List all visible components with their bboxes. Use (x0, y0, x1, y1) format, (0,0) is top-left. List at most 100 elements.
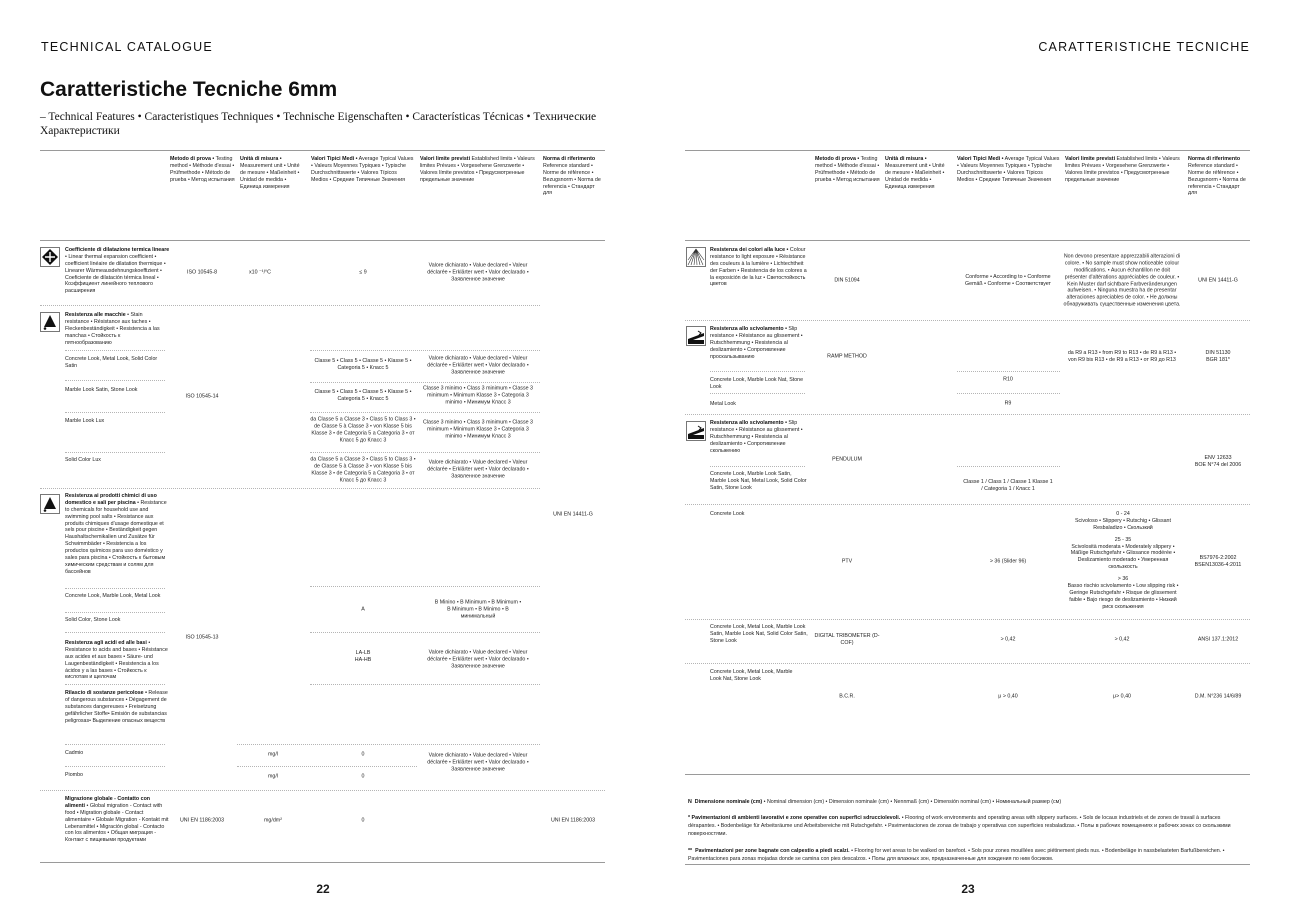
bcr-limit: μ> 0,40 (1113, 693, 1131, 700)
divider (685, 504, 1250, 505)
header-method: Metodo di prova • Testing method • Métho… (815, 156, 880, 183)
stain-method: ISO 10545-14 (185, 393, 219, 400)
thermal-typical: ≤ 9 (359, 269, 367, 276)
note-s1: * Pavimentazioni di ambienti lavorativi … (688, 815, 1231, 838)
chem-label: Resistenza ai prodotti chimici di uso do… (65, 493, 167, 575)
pendulum-row-label: Concrete Look, Marble Look Satin, Marble… (710, 471, 807, 491)
header-norm: Norma di riferimento Reference standard … (543, 156, 601, 197)
divider (65, 684, 165, 685)
divider (237, 744, 540, 745)
ramp-limit: da R9 a R13 • from R9 to R13 • de R9 à R… (1067, 350, 1177, 363)
divider (685, 774, 1250, 775)
migration-unit: mg/dm² (264, 817, 282, 824)
thermal-limit: Valore dichiarato • Value declared • Val… (427, 262, 529, 283)
stain-row-typical: Classe 5 • Class 5 • Classe 5 • Klasse 5… (314, 389, 412, 402)
stain-label: Resistenza alle macchie • Stain resistan… (65, 312, 160, 346)
divider (40, 150, 605, 151)
thermal-label: Coefficiente di dilatazione termica line… (65, 247, 170, 295)
divider (685, 663, 1250, 664)
divider (40, 488, 540, 489)
ramp-row-typical: R10 (1003, 376, 1013, 383)
chem-norm: UNI EN 14411-G (553, 511, 593, 518)
release-label: Rilascio di sostanze pericolose • Releas… (65, 690, 168, 724)
ramp-norm: DIN 51130 BGR 181* (1205, 350, 1231, 363)
stain-row-label: Marble Look Satin, Stone Look (65, 387, 138, 393)
ptv-method: PTV (841, 558, 853, 565)
light-norm: UNI EN 14411-G (1198, 277, 1238, 284)
divider (40, 305, 540, 306)
stain-row-label: Solid Color Lux (65, 457, 101, 463)
divider (237, 766, 417, 767)
migration-label: Migrazione globale - Contatto con alimen… (65, 796, 169, 844)
chem-limit: B Minino • B Minimum • B Minimum • B Min… (434, 599, 522, 620)
pendulum-typical: Classe 1 / Class 1 / Classe 1 Klasse 1 /… (963, 479, 1053, 492)
stain-row-limit: Classe 3 minimo • Class 3 minimum • Clas… (423, 385, 533, 406)
stain-row-typical: da Classe 5 a Classe 3 • Class 5 to Clas… (310, 416, 416, 443)
page-subtitle: – Technical Features • Caracteristiques … (40, 111, 597, 137)
note-n: N Dimensione nominale (cm) • Nominal dim… (688, 799, 1062, 805)
page-title: Caratteristiche Tecniche 6mm (40, 78, 338, 101)
cadmio-label: Cadmio (65, 750, 84, 756)
divider (310, 412, 540, 413)
running-head-left: TECHNICAL CATALOGUE (41, 40, 213, 54)
acid-label: Resistenza agli acidi ed alle basi • Res… (65, 640, 168, 681)
divider (685, 150, 1250, 151)
header-unit: Unità di misura • Measurement unit • Uni… (885, 156, 945, 190)
divider (65, 612, 165, 613)
migration-norm: UNI EN 1186:2003 (550, 817, 596, 824)
divider (685, 864, 1250, 865)
bcr-typical: μ > 0,40 (998, 693, 1018, 700)
stain-row-label: Marble Look Lux (65, 418, 105, 424)
page-number-right: 23 (961, 882, 975, 896)
divider (310, 382, 540, 383)
divider (685, 240, 1250, 241)
ramp-row-typical: R9 (1004, 400, 1012, 407)
divider (685, 320, 1250, 321)
ptv-ranges: 0 - 24 Scivoloso • Slippery • Rutschig • … (1067, 511, 1179, 610)
tribo-method: DIGITAL TRIBOMETER (D-COF) (814, 633, 880, 646)
chem-row-label: Solid Color, Stone Look (65, 617, 121, 623)
tribo-norm: ANSI 137.1:2012 (1197, 636, 1239, 643)
header-method: Metodo di prova • Testing method • Métho… (170, 156, 235, 183)
header-limits: Valori limite previsti Established limit… (1065, 156, 1180, 183)
divider (310, 586, 540, 587)
note-s2: ** Pavimentazioni per zone bagnate con c… (688, 848, 1225, 863)
slip-pendulum-icon (686, 421, 706, 441)
pendulum-label: Resistenza allo scivolamento • Slip resi… (710, 420, 803, 454)
divider (65, 350, 165, 351)
thermal-expansion-icon (40, 247, 60, 267)
acid-limit: Valore dichiarato • Value declared • Val… (427, 649, 529, 670)
divider (710, 371, 805, 372)
light-label: Resistenza dei colori alla luce • Colour… (710, 247, 807, 288)
light-limit: Non devono presentare apprezzabili alter… (1063, 253, 1181, 308)
divider (310, 684, 540, 685)
stain-row-typical: da Classe 5 a Classe 3 • Class 5 to Clas… (310, 456, 416, 483)
divider (710, 466, 805, 467)
slip-ramp-icon (686, 326, 706, 346)
stain-row-typical: Classe 5 • Class 5 • Classe 5 • Klasse 5… (314, 358, 412, 371)
running-head-right: CARATTERISTICHE TECNICHE (1038, 40, 1250, 54)
acid-typical: LA-LB HA-HB (354, 650, 372, 663)
divider (310, 350, 540, 351)
chem-method: ISO 10545-13 (185, 634, 219, 641)
ptv-norm: BS7976-2:2002 BSEN13036-4:2011 (1194, 555, 1242, 568)
divider (957, 466, 1060, 467)
tribo-label: Concrete Look, Metal Look, Marble Look S… (710, 624, 808, 644)
header-limits: Valori limite previsti Established limit… (420, 156, 535, 183)
light-typical: Conforme • According to • Conforme Gemäß… (965, 274, 1051, 287)
divider (40, 790, 605, 791)
ramp-method: RAMP METHOD (827, 353, 867, 360)
migration-typical: 0 (361, 817, 365, 824)
pendulum-norm: ENV 12633 BOE N°74 del 2006 (1194, 455, 1242, 468)
divider (65, 632, 165, 633)
bcr-norm: D.M. N°236 14/6/89 (1194, 693, 1242, 700)
thermal-method: ISO 10545-8 (186, 269, 218, 276)
stain-row-limit: Classe 3 minimo • Class 3 minimum • Clas… (423, 419, 533, 440)
chem-row-label: Concrete Look, Marble Look, Metal Look (65, 593, 161, 599)
divider (957, 371, 1060, 372)
bcr-label: Concrete Look, Metal Look, Marble Look N… (710, 669, 793, 682)
ptv-label: Concrete Look (710, 511, 745, 517)
divider (65, 744, 165, 745)
ptv-typical: > 36 (Slider 96) (989, 558, 1027, 565)
divider (310, 452, 540, 453)
